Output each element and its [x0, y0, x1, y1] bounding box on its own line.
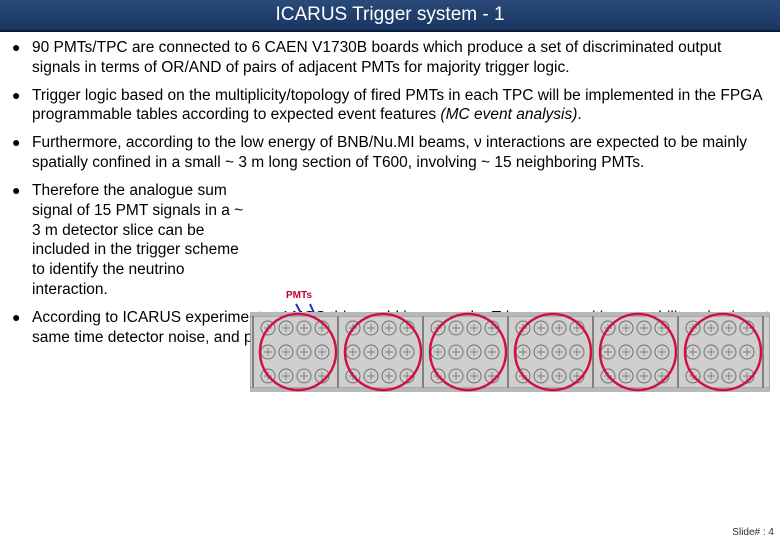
pmts-label: PMTs — [286, 290, 312, 301]
bullet-3: Furthermore, according to the low energy… — [10, 133, 770, 173]
slide-number: Slide# : 4 — [732, 527, 774, 538]
slide-content: 90 PMTs/TPC are connected to 6 CAEN V173… — [0, 32, 780, 348]
bullet-1-text: 90 PMTs/TPC are connected to 6 CAEN V173… — [32, 39, 721, 76]
bullet-2-text-a: Trigger logic based on the multiplicity/… — [32, 87, 762, 124]
slide-title-bar: ICARUS Trigger system - 1 — [0, 0, 780, 32]
bullet-2-text-italic: (MC event analysis) — [440, 106, 577, 123]
bullet-2: Trigger logic based on the multiplicity/… — [10, 86, 770, 126]
bullet-list: 90 PMTs/TPC are connected to 6 CAEN V173… — [10, 38, 770, 348]
detector-diagram — [250, 304, 770, 400]
slide-title: ICARUS Trigger system - 1 — [275, 4, 504, 26]
bullet-4: Therefore the analogue sum signal of 15 … — [10, 181, 250, 300]
bullet-4-text: Therefore the analogue sum signal of 15 … — [32, 182, 243, 298]
bullet-2-text-c: . — [577, 106, 581, 123]
bullet-1: 90 PMTs/TPC are connected to 6 CAEN V173… — [10, 38, 770, 78]
bullet-3-text: Furthermore, according to the low energy… — [32, 134, 747, 171]
